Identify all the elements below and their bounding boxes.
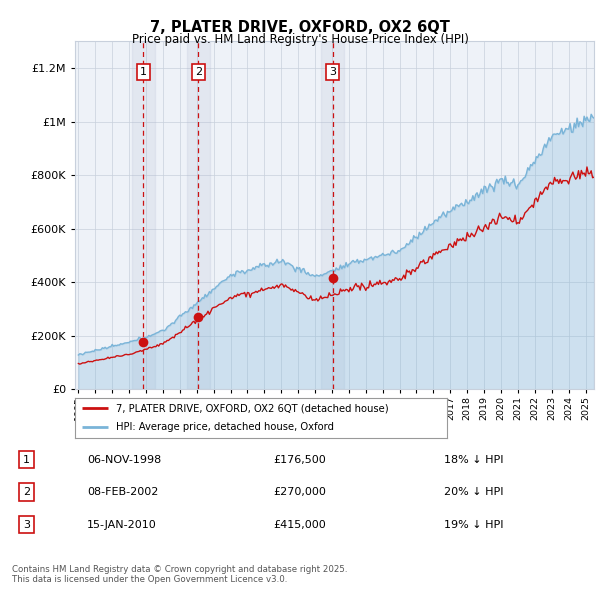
Text: 1: 1 bbox=[140, 67, 147, 77]
Text: 3: 3 bbox=[329, 67, 336, 77]
Text: 19% ↓ HPI: 19% ↓ HPI bbox=[444, 520, 503, 529]
Text: 3: 3 bbox=[23, 520, 30, 529]
Text: 7, PLATER DRIVE, OXFORD, OX2 6QT (detached house): 7, PLATER DRIVE, OXFORD, OX2 6QT (detach… bbox=[116, 404, 389, 414]
Text: Price paid vs. HM Land Registry's House Price Index (HPI): Price paid vs. HM Land Registry's House … bbox=[131, 33, 469, 46]
Text: HPI: Average price, detached house, Oxford: HPI: Average price, detached house, Oxfo… bbox=[116, 422, 334, 432]
Text: 18% ↓ HPI: 18% ↓ HPI bbox=[444, 455, 503, 464]
Text: 15-JAN-2010: 15-JAN-2010 bbox=[87, 520, 157, 529]
Text: £176,500: £176,500 bbox=[274, 455, 326, 464]
Text: 08-FEB-2002: 08-FEB-2002 bbox=[87, 487, 158, 497]
Text: £270,000: £270,000 bbox=[274, 487, 326, 497]
Text: 7, PLATER DRIVE, OXFORD, OX2 6QT: 7, PLATER DRIVE, OXFORD, OX2 6QT bbox=[150, 20, 450, 35]
Bar bbox=[131, 41, 155, 389]
Text: 06-NOV-1998: 06-NOV-1998 bbox=[87, 455, 161, 464]
Bar bbox=[321, 41, 344, 389]
Text: 1: 1 bbox=[23, 455, 30, 464]
Text: 2: 2 bbox=[23, 487, 30, 497]
Text: £415,000: £415,000 bbox=[274, 520, 326, 529]
Text: 2: 2 bbox=[195, 67, 202, 77]
Bar bbox=[187, 41, 210, 389]
Text: Contains HM Land Registry data © Crown copyright and database right 2025.
This d: Contains HM Land Registry data © Crown c… bbox=[12, 565, 347, 584]
Text: 20% ↓ HPI: 20% ↓ HPI bbox=[444, 487, 503, 497]
